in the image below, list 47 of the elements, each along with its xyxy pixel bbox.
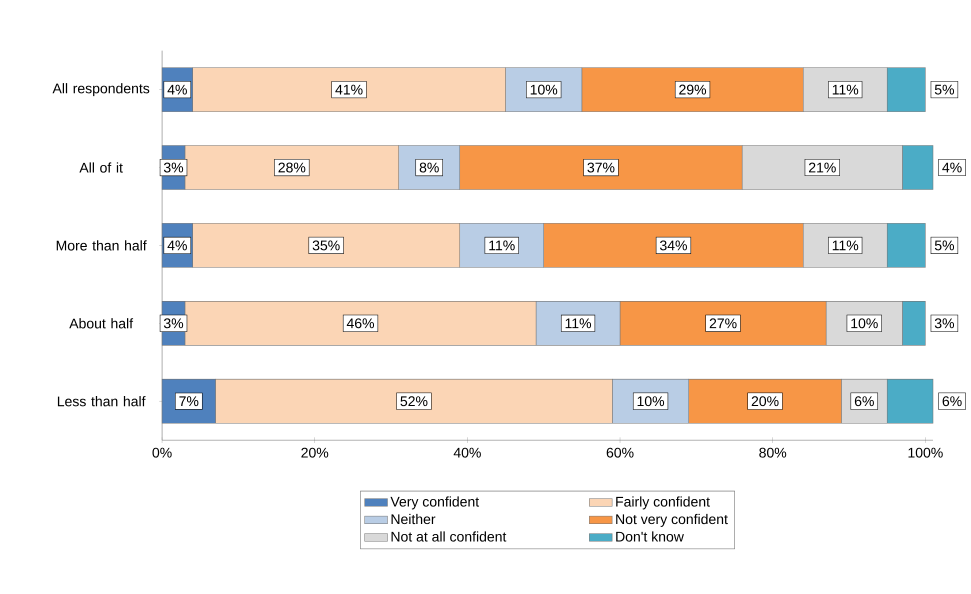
data-label: 8% xyxy=(420,162,439,173)
data-label: 10% xyxy=(851,318,878,329)
data-label: 41% xyxy=(335,84,363,95)
data-label: 52% xyxy=(400,396,428,406)
data-label: 28% xyxy=(278,162,306,173)
legend-label: Don't know xyxy=(616,532,684,542)
x-tick-label: 100% xyxy=(908,448,943,458)
legend-label: Not very confident xyxy=(616,514,728,528)
data-label: 34% xyxy=(660,240,687,251)
legend-label: Very confident xyxy=(390,496,480,510)
y-tick-label: More than half xyxy=(56,240,147,251)
data-label: 4% xyxy=(168,240,187,251)
x-tick-label: 80% xyxy=(759,448,786,458)
data-label: 5% xyxy=(934,240,954,251)
data-label: 11% xyxy=(566,318,592,328)
data-label: 35% xyxy=(312,240,340,251)
data-label: 5% xyxy=(934,84,954,95)
data-label: 3% xyxy=(164,318,184,329)
data-label: 10% xyxy=(530,84,558,95)
legend-label: Neither xyxy=(392,514,436,524)
data-label: 7% xyxy=(179,396,198,406)
data-label: 3% xyxy=(164,162,184,173)
data-label: 6% xyxy=(942,396,962,406)
data-label: 29% xyxy=(679,84,706,95)
x-tick-label: 60% xyxy=(606,448,634,458)
data-label: 6% xyxy=(854,396,874,406)
data-label: 21% xyxy=(809,162,836,173)
data-label: 27% xyxy=(710,318,737,328)
data-label: 4% xyxy=(168,84,187,95)
data-label: 11% xyxy=(832,240,858,251)
data-label: 46% xyxy=(346,318,374,329)
x-tick-label: 0% xyxy=(152,448,172,458)
legend-label: Fairly confident xyxy=(616,496,710,510)
data-label: 3% xyxy=(934,318,954,329)
data-label: 10% xyxy=(638,396,664,406)
y-tick-label: Less than half xyxy=(58,396,146,407)
y-tick-label: All respondents xyxy=(52,83,150,96)
data-label: 11% xyxy=(489,240,515,251)
y-tick-label: About half xyxy=(69,318,134,329)
x-tick-label: 40% xyxy=(454,448,481,458)
legend-label: Not at all confident xyxy=(392,532,506,542)
data-label: 4% xyxy=(942,162,962,173)
x-tick-label: 20% xyxy=(301,448,328,458)
data-label: 11% xyxy=(832,84,858,95)
data-label: 20% xyxy=(752,396,779,406)
data-label: 37% xyxy=(587,162,614,173)
y-tick-label: All of it xyxy=(79,162,123,173)
